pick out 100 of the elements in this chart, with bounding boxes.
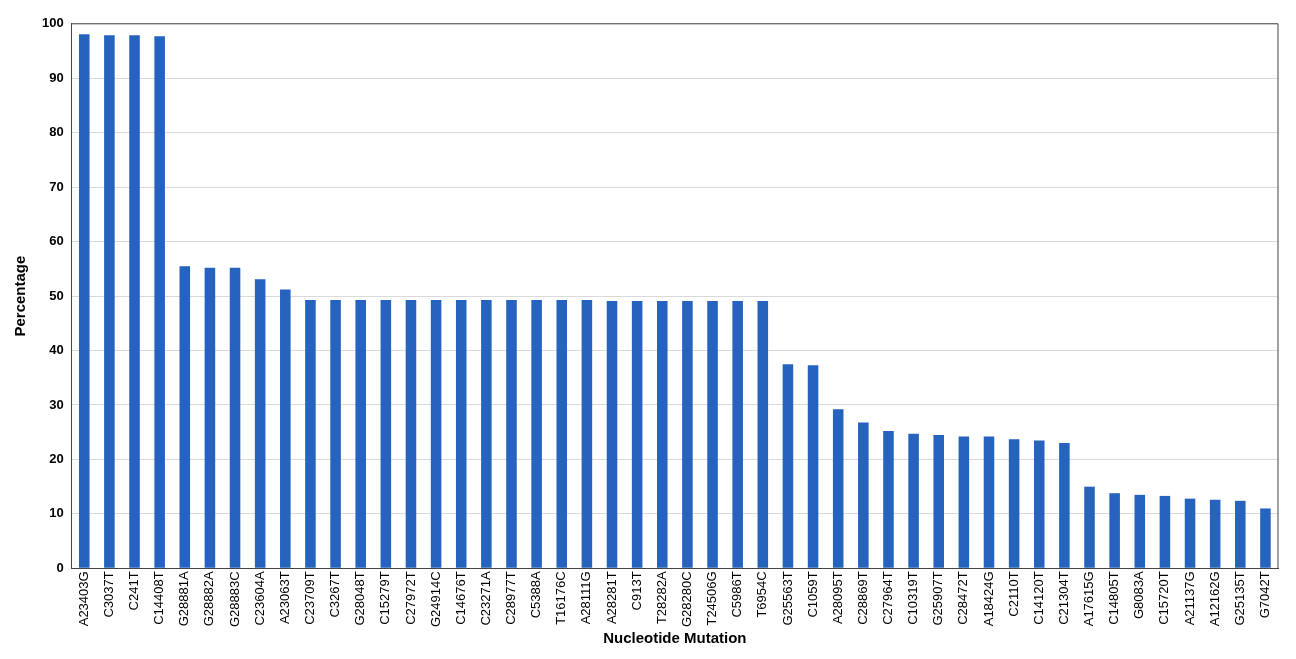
bar — [707, 300, 718, 568]
bar — [1084, 486, 1095, 568]
bar — [204, 267, 216, 568]
x-tick-label: C2110T — [1005, 571, 1021, 617]
x-tick-label: G25563T — [779, 571, 795, 626]
y-tick-label: 0 — [56, 559, 64, 575]
y-tick-label: 30 — [49, 396, 64, 412]
bar — [983, 436, 995, 568]
bar — [405, 299, 417, 568]
x-tick-label: C14120T — [1030, 571, 1046, 625]
y-tick-label: 100 — [41, 15, 64, 31]
bar — [657, 300, 668, 568]
x-tick-label: C241T — [126, 571, 142, 611]
bar — [682, 300, 693, 568]
bar — [1209, 499, 1221, 568]
y-tick-label: 10 — [49, 505, 64, 521]
x-tick-label: T6954C — [754, 571, 770, 618]
bar — [958, 436, 970, 568]
x-axis-title: Nucleotide Mutation — [603, 629, 747, 647]
bar — [908, 433, 919, 568]
x-tick-label: T24506G — [704, 571, 720, 626]
x-tick-label: A28095T — [829, 571, 845, 625]
x-tick-label: G28883C — [226, 571, 242, 628]
bar — [581, 299, 593, 568]
y-tick-label: 40 — [49, 342, 64, 358]
y-axis-title: Percentage — [11, 255, 29, 337]
bar — [807, 365, 819, 568]
bar — [1109, 493, 1120, 568]
x-tick-label: C3037T — [100, 571, 116, 618]
bar — [430, 299, 442, 568]
bar — [129, 35, 140, 568]
bar — [254, 279, 266, 568]
bar — [305, 299, 316, 568]
x-tick-label: C913T — [628, 571, 644, 611]
bar — [1184, 498, 1196, 568]
x-tick-label: G8083A — [1131, 571, 1147, 620]
x-tick-label: G28882A — [201, 571, 217, 627]
bar — [1134, 494, 1146, 568]
x-tick-label: G7042T — [1257, 571, 1273, 619]
x-tick-label: C21304T — [1055, 571, 1071, 625]
x-tick-label: C14408T — [151, 571, 167, 625]
x-tick-label: G24914C — [427, 571, 443, 628]
bar — [858, 422, 869, 568]
x-tick-label: C5986T — [729, 571, 745, 618]
x-tick-label: C28869T — [854, 571, 870, 625]
bar — [883, 431, 894, 568]
x-tick-label: C15720T — [1156, 571, 1172, 625]
x-tick-label: A28111G — [578, 571, 594, 625]
bar — [1159, 495, 1171, 568]
bar — [380, 299, 392, 568]
bar — [179, 266, 191, 568]
x-tick-label: G28048T — [352, 571, 368, 626]
x-tick-label: A12162G — [1206, 571, 1222, 627]
bar — [757, 300, 769, 568]
bar — [531, 299, 542, 568]
bar — [782, 364, 794, 568]
x-tick-label: C14805T — [1106, 571, 1122, 625]
bar — [355, 299, 366, 568]
x-tick-label: T28282A — [653, 571, 669, 625]
x-tick-label: C27964T — [880, 571, 896, 625]
x-tick-label: G28280C — [678, 571, 694, 628]
x-tick-label: C10319T — [905, 571, 921, 625]
bar — [78, 34, 90, 568]
bar — [154, 36, 165, 568]
bar — [1008, 439, 1020, 568]
x-tick-label: C27972T — [402, 571, 418, 625]
bar — [556, 299, 568, 568]
x-tick-label: C15279T — [377, 571, 393, 625]
x-tick-label: T16176C — [553, 571, 569, 625]
x-tick-label: C23709T — [302, 571, 318, 625]
x-tick-label: G28881A — [176, 571, 192, 627]
bar — [455, 299, 467, 568]
bar — [1059, 443, 1070, 568]
x-tick-label: C3267T — [327, 571, 343, 618]
y-tick-label: 90 — [49, 69, 64, 85]
bar — [229, 267, 241, 568]
bar — [933, 434, 944, 568]
x-tick-label: A23403G — [75, 571, 91, 627]
x-tick-label: C1059T — [804, 571, 820, 618]
x-tick-label: C5388A — [528, 571, 544, 619]
x-tick-label: A28281T — [603, 571, 619, 625]
x-tick-label: G25135T — [1231, 571, 1247, 626]
bar — [1260, 508, 1271, 568]
x-tick-label: C28977T — [503, 571, 519, 625]
bar — [1033, 440, 1045, 568]
x-tick-label: C14676T — [452, 571, 468, 625]
x-tick-label: A17615G — [1081, 571, 1097, 627]
x-tick-label: C23604A — [251, 571, 267, 626]
bar — [832, 409, 844, 568]
bar — [481, 299, 492, 568]
x-tick-label: A21137G — [1181, 571, 1197, 626]
y-tick-label: 60 — [49, 233, 64, 249]
x-tick-label: A23063T — [276, 571, 292, 625]
y-tick-label: 50 — [49, 287, 64, 303]
bar — [506, 299, 517, 568]
bar — [280, 289, 291, 568]
y-tick-label: 20 — [49, 451, 64, 467]
x-tick-label: A18424G — [980, 571, 996, 627]
bar — [631, 300, 643, 568]
bar — [732, 300, 743, 568]
